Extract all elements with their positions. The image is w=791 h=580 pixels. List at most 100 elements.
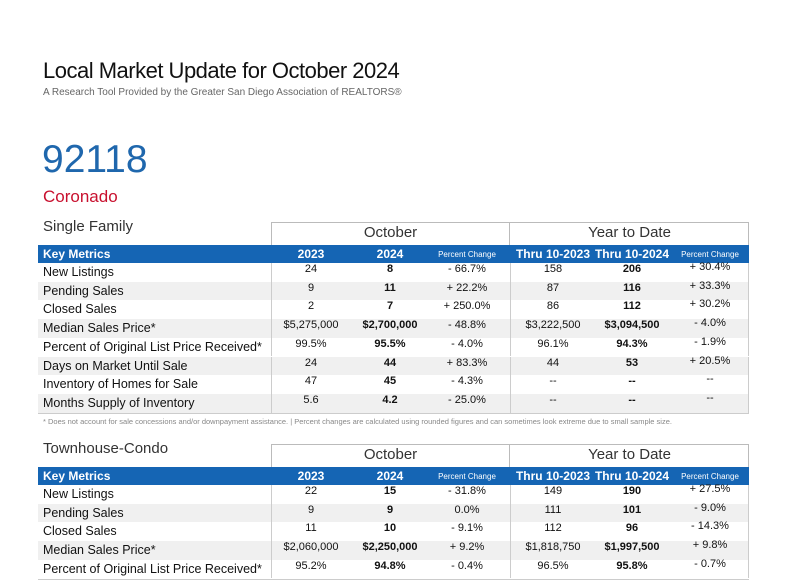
row-bg — [38, 559, 749, 579]
cell: - 4.0% — [451, 337, 483, 350]
cell: + 22.2% — [446, 281, 488, 294]
cell: 47 — [304, 375, 318, 388]
cell: 15 — [383, 485, 397, 497]
cell: 95.2% — [295, 559, 327, 572]
divider — [510, 319, 511, 338]
divider — [271, 522, 272, 542]
divider — [510, 281, 511, 301]
divider — [271, 356, 272, 376]
divider — [510, 503, 511, 523]
cell: 111 — [544, 503, 562, 516]
row-label: Median Sales Price* — [43, 321, 156, 336]
cell: + 27.5% — [689, 483, 731, 495]
cell: + 30.2% — [689, 298, 731, 311]
row-bg — [38, 375, 749, 394]
divider — [510, 559, 511, 579]
divider — [510, 375, 511, 394]
row-bg — [38, 319, 749, 338]
divider — [271, 559, 272, 579]
row-label: Pending Sales — [43, 505, 124, 520]
cell: 112 — [544, 522, 562, 535]
cell: 24 — [304, 356, 318, 369]
footnote: * Does not account for sale concessions … — [43, 416, 672, 426]
cell: - 4.0% — [694, 317, 726, 330]
cell: 22 — [304, 485, 318, 497]
row-label: Percent of Original List Price Received* — [43, 561, 262, 576]
cell: + 250.0% — [443, 300, 491, 313]
column-header: 2024 — [376, 247, 404, 261]
cell: 9 — [307, 503, 315, 516]
cell: 101 — [622, 503, 642, 516]
divider — [271, 263, 272, 282]
cell: -- — [549, 393, 557, 406]
cell: + 20.5% — [689, 354, 731, 367]
divider — [510, 263, 511, 282]
row-label: Closed Sales — [43, 524, 117, 539]
row-bg — [38, 503, 749, 523]
divider — [271, 300, 272, 320]
row-bg — [38, 541, 749, 560]
cell: 5.6 — [303, 393, 319, 406]
cell: 94.3% — [616, 337, 648, 350]
cell: 8 — [386, 263, 394, 275]
cell: $3,094,500 — [604, 319, 660, 332]
table-bottom — [38, 412, 749, 414]
section-title: Single Family — [43, 218, 134, 235]
cell: $5,275,000 — [283, 319, 339, 332]
column-header: Key Metrics — [43, 247, 111, 261]
column-header: Percent Change — [438, 250, 496, 259]
row-label: New Listings — [43, 487, 114, 501]
cell: - 0.7% — [694, 557, 726, 570]
column-header: 2023 — [297, 469, 325, 483]
row-bg — [38, 281, 749, 301]
cell: + 33.3% — [689, 279, 731, 292]
column-header: Percent Change — [681, 472, 739, 481]
cell: 96.5% — [537, 559, 569, 572]
cell: $2,250,000 — [362, 541, 418, 554]
cell: - 14.3% — [691, 520, 729, 533]
column-header: Thru 10-2024 — [594, 469, 670, 483]
cell: -- — [628, 375, 636, 388]
cell: 10 — [383, 522, 397, 535]
cell: 45 — [383, 375, 397, 388]
cell: 11 — [384, 281, 396, 294]
column-header: Thru 10-2023 — [515, 247, 591, 261]
title: Local Market Update for October 2024 — [43, 58, 400, 83]
row-label: Months Supply of Inventory — [43, 395, 195, 410]
cell: 86 — [546, 300, 560, 313]
cell: 95.5% — [374, 337, 406, 350]
cell: 149 — [543, 485, 563, 497]
row-bg — [38, 356, 749, 376]
cell: + 30.4% — [689, 261, 731, 273]
divider — [510, 522, 511, 542]
divider — [271, 281, 272, 301]
cell: 99.5% — [295, 337, 327, 350]
cell: - 9.1% — [451, 522, 483, 535]
row-label: Closed Sales — [43, 302, 117, 317]
column-header: Percent Change — [438, 472, 496, 481]
row-label: New Listings — [43, 265, 114, 279]
row-label: Days on Market Until Sale — [43, 358, 188, 373]
cell: - 9.0% — [694, 501, 726, 514]
cell: + 9.2% — [449, 541, 485, 554]
column-header: Key Metrics — [43, 469, 111, 483]
cell: - 4.3% — [451, 375, 483, 388]
divider — [510, 337, 511, 357]
cell: 2 — [307, 300, 315, 313]
row-label: Inventory of Homes for Sale — [43, 377, 198, 392]
cell: $1,818,750 — [525, 541, 581, 554]
divider — [510, 300, 511, 320]
group-header: Year to Date — [588, 446, 671, 463]
cell: -- — [706, 391, 714, 404]
cell: $2,700,000 — [362, 319, 418, 332]
cell: 0.0% — [454, 503, 480, 516]
cell: 112 — [623, 300, 641, 313]
zip-code: 92118 — [42, 138, 148, 181]
cell: 9 — [307, 281, 315, 294]
cell: 95.8% — [616, 559, 648, 572]
table-bottom — [38, 578, 749, 580]
cell: 96 — [625, 522, 639, 535]
cell: 44 — [546, 356, 560, 369]
column-header: 2023 — [297, 247, 325, 261]
